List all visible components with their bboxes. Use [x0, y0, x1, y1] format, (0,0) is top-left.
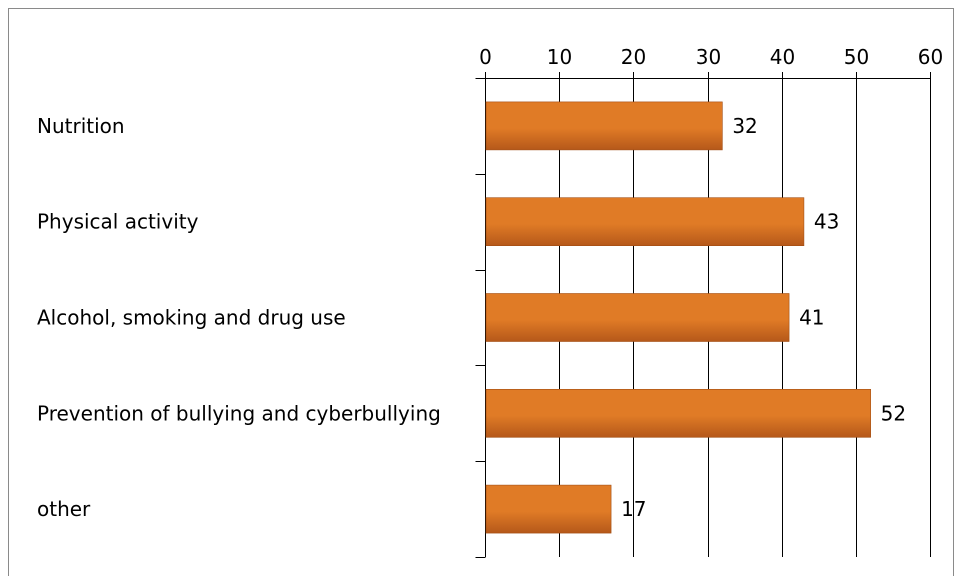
bars [485, 101, 871, 534]
data-label: 52 [881, 401, 906, 425]
data-label: 17 [621, 497, 646, 521]
bar [485, 484, 612, 534]
axes [475, 72, 931, 558]
category-label: Nutrition [37, 114, 125, 138]
x-tick-label: 60 [918, 45, 943, 69]
bar [485, 293, 790, 342]
labels: 0 10 20 30 40 50 60 Nutrition 32 Physical activit… [37, 45, 943, 521]
data-label: 43 [814, 210, 839, 234]
category-label: Alcohol, smoking and drug use [37, 306, 346, 330]
bar [485, 101, 723, 151]
chart-border [8, 8, 954, 576]
x-tick-label: 50 [844, 45, 869, 69]
x-tick-label: 10 [547, 45, 572, 69]
x-tick-label: 0 [479, 45, 492, 69]
x-tick-label: 40 [770, 45, 795, 69]
bar [485, 388, 871, 438]
category-label: Physical activity [37, 210, 199, 234]
category-label: Prevention of bullying and cyberbullying [37, 401, 441, 425]
bar [485, 197, 805, 246]
data-label: 41 [799, 306, 824, 330]
x-tick-label: 30 [696, 45, 721, 69]
x-tick-label: 20 [621, 45, 646, 69]
category-label: other [37, 497, 91, 521]
data-label: 32 [732, 114, 757, 138]
